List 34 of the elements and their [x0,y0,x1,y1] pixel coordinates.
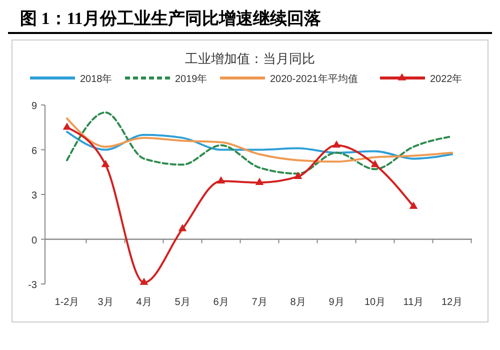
y-tick-label: 9 [31,101,38,112]
x-tick-label: 5月 [174,297,190,308]
legend-label: 2022年 [430,73,462,85]
point [409,202,418,209]
x-tick-label: 6月 [213,297,229,308]
line-series [66,117,453,163]
legend-label: 2018年 [80,73,112,85]
point [370,160,380,168]
line-series [66,130,453,160]
y-tick-label: 6 [31,146,38,157]
chart-title: 图 1：11月份工业生产同比增速继续回落 [20,9,321,28]
x-tick-label: 8月 [290,297,306,308]
point [216,176,226,184]
x-tick-label: 1-2月 [54,297,80,308]
legend-label: 2020-2021年平均值 [270,73,358,85]
point [101,160,110,168]
x-tick-label: 12月 [441,297,463,308]
legend-label: 2019年 [175,73,208,85]
chart-subtitle: 工业增加值：当月同比 [185,51,315,66]
point [294,172,302,180]
point [178,224,187,232]
x-tick-label: 3月 [98,297,114,308]
x-tick-label: 11月 [403,297,424,308]
point [332,140,341,148]
x-tick-label: 4月 [136,297,152,308]
y-tick-label: -3 [28,280,38,291]
x-tick-label: 7月 [252,297,268,308]
point [140,278,148,285]
point [255,178,264,185]
point [62,122,72,130]
y-tick-label: 0 [31,235,38,246]
x-tick-label: 9月 [328,297,344,308]
y-tick-label: 3 [31,190,38,202]
x-tick-label: 10月 [364,297,386,308]
